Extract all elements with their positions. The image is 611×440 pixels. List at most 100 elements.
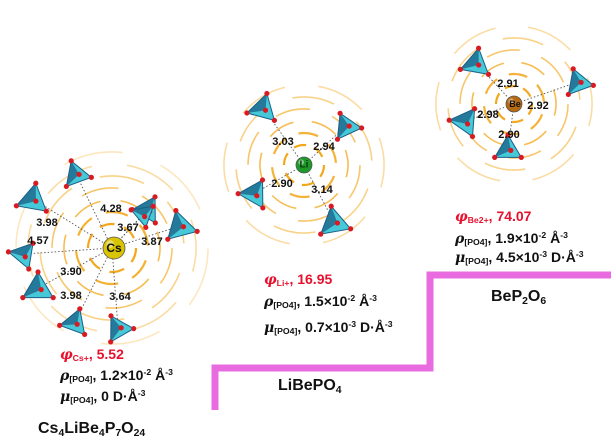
po4-tetrahedron <box>318 203 354 237</box>
oxygen-atom <box>492 154 498 160</box>
li-mu-value: 0.7×10 <box>305 319 349 335</box>
be-mu-value: 4.5×10 <box>496 249 540 265</box>
be-distance: 2.90 <box>498 129 520 141</box>
bond-line <box>32 198 113 249</box>
oxygen-atom <box>194 228 200 234</box>
field-arc <box>245 219 290 245</box>
cs-mu-value: 0 D·Å <box>101 388 138 404</box>
field-arc <box>275 108 311 118</box>
field-arc <box>504 84 516 90</box>
field-arc <box>484 78 498 95</box>
center-cation <box>295 156 313 174</box>
field-arc <box>79 311 125 321</box>
be-coordination-cluster <box>435 26 596 182</box>
oxygen-atom <box>262 107 269 113</box>
field-arc <box>223 142 230 193</box>
field-arc <box>284 172 295 184</box>
field-arc <box>74 200 101 218</box>
field-arc <box>348 165 361 199</box>
field-arc <box>51 212 65 248</box>
oxygen-atom <box>30 240 36 246</box>
po4-tetrahedron <box>165 207 200 242</box>
oxygen-atom <box>264 90 270 97</box>
oxygen-atom <box>328 203 334 209</box>
oxygen-atom <box>590 82 596 88</box>
li-distance: 2.90 <box>271 178 293 190</box>
bond-line <box>254 164 305 194</box>
bond-line <box>513 81 579 105</box>
oxygen-atom <box>457 66 464 72</box>
field-arc <box>130 247 138 263</box>
rho-subscript: [PO4] <box>69 374 93 385</box>
oxygen-atom <box>173 207 179 214</box>
oxygen-atom <box>35 269 41 275</box>
field-arc <box>76 280 104 297</box>
field-arc <box>502 37 544 46</box>
cs-rho-line: ρ[PO4], 1.2×10-2 Å-3 <box>60 367 173 385</box>
li-atom-label: Li <box>299 159 309 171</box>
field-arc <box>530 113 544 130</box>
oxygen-atom <box>469 133 476 140</box>
oxygen-atom <box>20 295 26 301</box>
cs-phi-line: φCs+, 5.52 <box>60 346 124 364</box>
center-cation <box>505 95 523 113</box>
po4-tetrahedron <box>13 180 49 214</box>
cs-rho-value: 1.2×10 <box>100 367 144 383</box>
field-arc <box>540 56 565 83</box>
field-arc <box>527 103 534 116</box>
field-arc <box>95 279 119 286</box>
field-arc <box>269 121 294 138</box>
li-rho-line: ρ[PO4], 1.5×10-2 Å-3 <box>264 293 377 311</box>
oxygen-atom <box>476 45 482 51</box>
field-arc <box>247 131 260 165</box>
field-arc <box>457 157 501 182</box>
mu-symbol: μ <box>60 389 71 405</box>
field-arc <box>314 192 339 209</box>
oxygen-atom <box>33 180 39 186</box>
cs-distance: 3.87 <box>141 236 163 248</box>
cs-distance: 3.90 <box>60 266 82 278</box>
po4-tetrahedron <box>5 240 36 272</box>
oxygen-atom <box>334 220 341 226</box>
oxygen-atom <box>244 110 250 116</box>
oxygen-atom <box>5 249 12 255</box>
oxygen-atom <box>118 325 124 331</box>
oxygen-atom <box>150 203 156 209</box>
be-rho-line: ρ[PO4], 1.9×10-2 Å-3 <box>455 230 568 248</box>
field-arc <box>188 248 209 306</box>
field-arc <box>482 105 492 124</box>
po4-tetrahedron <box>108 313 137 345</box>
oxygen-atom <box>346 123 352 129</box>
oxygen-atom <box>26 266 32 272</box>
rho-symbol: ρ <box>60 368 70 384</box>
field-arc <box>141 195 168 225</box>
field-arc <box>550 126 577 160</box>
oxygen-atom <box>63 183 69 190</box>
oxygen-atom <box>108 339 114 345</box>
field-arc <box>64 151 123 166</box>
be-rho-value: 1.9×10 <box>495 230 539 246</box>
cs-distance: 4.28 <box>100 203 122 215</box>
field-arc <box>123 226 135 239</box>
oxygen-atom <box>259 177 266 183</box>
field-arc <box>494 92 501 105</box>
po4-tetrahedron <box>565 66 596 98</box>
field-arc <box>289 192 310 199</box>
po4-tetrahedron <box>20 269 56 301</box>
field-arc <box>481 62 505 78</box>
po4-tetrahedron <box>446 106 478 140</box>
field-arc <box>447 108 464 147</box>
li-phi-value: 16.95 <box>297 271 333 287</box>
oxygen-atom <box>50 295 56 301</box>
oxygen-atom <box>359 125 365 131</box>
li-distance: 3.03 <box>272 136 294 148</box>
be-distance: 2.91 <box>497 78 519 90</box>
field-arc <box>451 48 478 82</box>
be-atom-label: Be <box>509 99 521 109</box>
field-arc <box>131 259 147 279</box>
field-arc <box>99 175 145 185</box>
oxygen-atom <box>22 254 28 260</box>
field-arc <box>556 104 569 137</box>
oxygen-atom <box>570 66 576 72</box>
